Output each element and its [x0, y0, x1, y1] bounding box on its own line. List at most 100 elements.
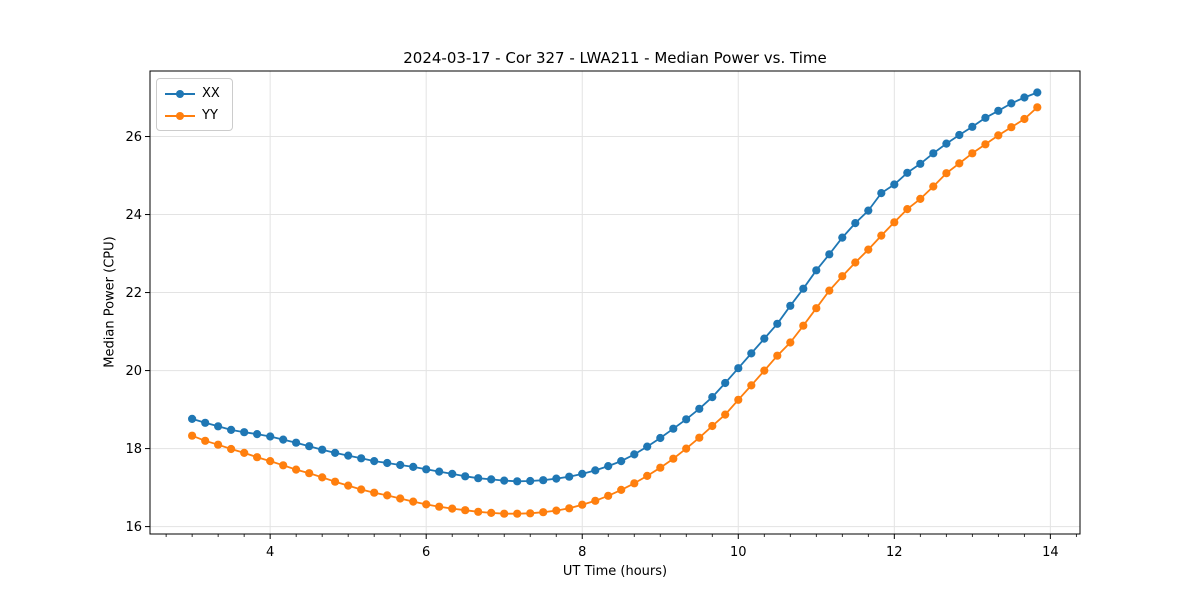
data-point-yy [721, 410, 730, 419]
data-point-xx [487, 475, 496, 484]
data-point-xx [539, 476, 548, 485]
data-point-yy [890, 218, 899, 227]
data-point-xx [318, 445, 327, 454]
data-point-xx [409, 462, 418, 471]
data-point-xx [968, 122, 977, 131]
data-point-xx [591, 466, 600, 475]
x-tick-label: 4 [266, 545, 274, 560]
data-point-yy [396, 494, 405, 503]
data-point-xx [669, 424, 678, 433]
data-point-xx [396, 460, 405, 470]
data-point-xx [812, 266, 821, 275]
data-point-yy [435, 502, 444, 511]
data-point-xx [734, 364, 743, 373]
x-tick-label: 8 [578, 545, 586, 560]
data-point-yy [565, 504, 574, 513]
legend-line-marker-icon [165, 89, 195, 99]
data-point-yy [1033, 103, 1042, 112]
y-tick-label: 26 [125, 130, 142, 145]
data-point-yy [526, 509, 535, 518]
legend-item-xx: XX [165, 85, 220, 102]
data-point-xx [370, 457, 379, 466]
data-point-xx [188, 414, 197, 423]
data-point-yy [344, 481, 353, 490]
data-point-xx [721, 378, 730, 388]
chart-title: 2024-03-17 - Cor 327 - LWA211 - Median P… [403, 49, 827, 67]
data-point-yy [708, 421, 717, 431]
data-point-xx [760, 334, 769, 343]
legend-item-yy: YY [165, 107, 220, 124]
data-point-yy [825, 286, 834, 295]
data-point-yy [669, 454, 678, 463]
data-point-yy [383, 491, 392, 500]
y-tick-label: 24 [125, 208, 142, 223]
data-point-yy [786, 338, 795, 347]
data-point-yy [942, 169, 951, 178]
legend-line-marker-icon [165, 111, 195, 121]
data-point-xx [344, 451, 353, 460]
data-point-xx [1020, 93, 1029, 102]
data-point-xx [279, 435, 288, 444]
data-point-yy [448, 504, 457, 513]
data-point-xx [448, 469, 457, 478]
data-point-xx [331, 448, 340, 457]
legend-label-yy: YY [202, 108, 218, 123]
data-point-xx [864, 206, 873, 215]
data-point-yy [851, 258, 860, 267]
data-point-xx [838, 233, 847, 242]
data-point-xx [708, 393, 717, 402]
data-point-xx [474, 474, 483, 483]
data-point-xx [383, 458, 392, 468]
data-point-yy [331, 477, 340, 486]
data-point-xx [357, 454, 366, 463]
data-point-xx [851, 219, 860, 228]
data-point-yy [955, 159, 964, 168]
data-point-xx [773, 319, 782, 328]
data-point-xx [266, 432, 275, 441]
data-point-yy [929, 182, 938, 191]
data-point-yy [760, 366, 769, 375]
data-point-xx [578, 469, 587, 478]
data-point-xx [1007, 99, 1016, 108]
data-point-xx [981, 113, 990, 122]
data-point-yy [409, 497, 418, 506]
data-point-xx [643, 442, 652, 451]
data-point-xx [253, 430, 262, 439]
data-point-yy [682, 444, 691, 453]
data-point-xx [682, 415, 691, 424]
data-point-yy [227, 444, 236, 454]
series-line-yy [191, 106, 1038, 515]
data-point-yy [643, 471, 652, 480]
data-point-xx [292, 438, 301, 447]
data-point-yy [591, 496, 600, 505]
data-point-yy [864, 245, 873, 254]
data-point-yy [357, 485, 366, 494]
data-point-xx [877, 189, 886, 198]
data-point-yy [513, 509, 522, 518]
x-tick-label: 12 [886, 545, 903, 560]
data-point-yy [240, 448, 249, 457]
x-tick-label: 6 [422, 545, 430, 560]
data-point-xx [227, 425, 236, 434]
data-point-xx [513, 477, 522, 486]
data-point-xx [630, 450, 639, 459]
data-point-yy [747, 381, 756, 390]
data-point-xx [1033, 88, 1042, 97]
data-point-yy [604, 491, 613, 500]
series-line-xx [191, 91, 1038, 483]
data-point-xx [565, 472, 574, 481]
data-point-xx [656, 433, 665, 443]
data-point-xx [929, 149, 938, 158]
data-point-xx [500, 476, 509, 485]
data-point-xx [435, 467, 444, 476]
data-point-yy [539, 508, 548, 517]
data-point-yy [812, 304, 821, 313]
data-point-xx [526, 476, 535, 486]
y-axis-label: Median Power (CPU) [102, 236, 118, 368]
data-point-yy [487, 508, 496, 517]
y-tick-label: 16 [125, 520, 142, 535]
data-point-xx [305, 442, 314, 451]
data-point-yy [370, 488, 379, 497]
